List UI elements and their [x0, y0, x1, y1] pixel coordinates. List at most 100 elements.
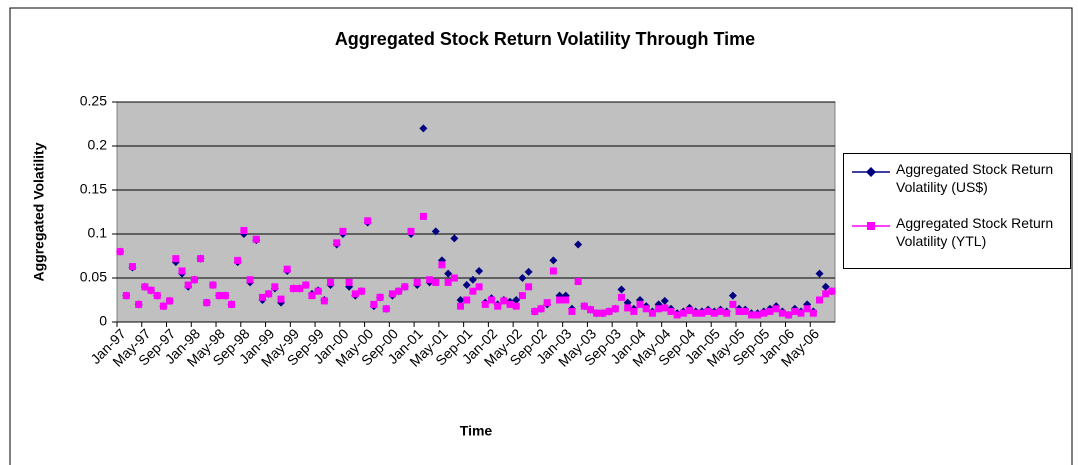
- data-point: [203, 299, 211, 307]
- data-point: [648, 309, 656, 317]
- data-point: [128, 263, 136, 271]
- data-point: [252, 235, 260, 243]
- data-point: [716, 307, 724, 315]
- data-point: [574, 240, 583, 249]
- data-point: [797, 309, 805, 317]
- data-point: [754, 311, 762, 319]
- data-point: [537, 305, 545, 313]
- data-point: [549, 256, 558, 265]
- data-point: [265, 290, 273, 298]
- data-point: [450, 274, 458, 282]
- data-point: [456, 296, 465, 304]
- data-point: [531, 307, 539, 315]
- data-point: [431, 227, 440, 236]
- data-point: [785, 311, 793, 319]
- data-point: [624, 304, 632, 312]
- data-point: [475, 266, 484, 275]
- data-point: [468, 275, 477, 284]
- data-point: [728, 291, 737, 300]
- y-tick-label: 0.15: [80, 181, 107, 197]
- data-point: [556, 296, 564, 304]
- data-point: [153, 292, 161, 300]
- legend-label: Aggregated Stock Return Volatility (YTL): [896, 215, 1054, 249]
- y-axis-label: Aggregated Volatility: [31, 142, 47, 281]
- data-point: [686, 307, 694, 315]
- data-point: [419, 212, 427, 220]
- data-point: [518, 274, 527, 282]
- data-point: [228, 300, 236, 308]
- data-point: [822, 290, 830, 298]
- data-point: [283, 265, 291, 273]
- data-point: [704, 307, 712, 315]
- data-point: [747, 311, 755, 319]
- data-point: [698, 309, 706, 317]
- data-point: [679, 309, 687, 317]
- data-point: [296, 285, 304, 293]
- data-point: [141, 283, 149, 291]
- data-point: [803, 305, 811, 313]
- data-point: [147, 286, 155, 294]
- data-point: [258, 293, 266, 301]
- data-point: [815, 269, 824, 278]
- data-point: [438, 261, 446, 269]
- data-point: [166, 297, 174, 305]
- data-point: [524, 267, 533, 276]
- y-tick-label: 0.05: [80, 269, 107, 285]
- data-point: [357, 287, 365, 295]
- data-point: [462, 281, 471, 290]
- data-point: [518, 292, 526, 300]
- data-point: [197, 255, 205, 263]
- data-point: [617, 285, 626, 294]
- data-point: [135, 300, 143, 308]
- data-point: [159, 302, 167, 310]
- y-tick-label: 0.25: [80, 93, 107, 109]
- data-point: [116, 248, 124, 256]
- data-point: [729, 300, 737, 308]
- data-point: [172, 255, 180, 263]
- data-point: [772, 305, 780, 313]
- data-point: [333, 239, 341, 247]
- data-point: [766, 307, 774, 315]
- data-point: [562, 296, 570, 304]
- data-point: [611, 305, 619, 313]
- data-point: [828, 287, 836, 295]
- data-point: [320, 297, 328, 305]
- data-point: [630, 307, 638, 315]
- data-point: [345, 278, 353, 286]
- data-point: [419, 124, 428, 133]
- data-point: [407, 227, 415, 235]
- data-point: [574, 278, 582, 286]
- data-point: [444, 269, 453, 278]
- data-point: [444, 278, 452, 286]
- data-point: [277, 295, 285, 303]
- data-point: [791, 307, 799, 315]
- data-point: [500, 297, 508, 305]
- data-point: [376, 293, 384, 301]
- data-point: [388, 290, 396, 298]
- data-point: [599, 309, 607, 317]
- data-point: [351, 290, 359, 298]
- legend-label: Aggregated Stock Return Volatility (US$): [896, 161, 1054, 195]
- data-point: [487, 296, 495, 304]
- data-point: [271, 283, 279, 291]
- y-tick-label: 0: [99, 313, 107, 329]
- data-point: [605, 307, 613, 315]
- data-point: [506, 300, 514, 308]
- data-point: [760, 309, 768, 317]
- data-point: [209, 281, 217, 289]
- chart-title: Aggregated Stock Return Volatility Throu…: [335, 29, 755, 49]
- data-point: [636, 300, 644, 308]
- data-point: [778, 309, 786, 317]
- data-point: [525, 283, 533, 291]
- data-point: [314, 287, 322, 295]
- data-point: [741, 307, 749, 315]
- legend-marker: [866, 167, 876, 177]
- data-point: [221, 292, 229, 300]
- data-point: [463, 296, 471, 304]
- data-point: [816, 296, 824, 304]
- data-point: [370, 300, 378, 308]
- data-point: [587, 306, 595, 314]
- y-tick-label: 0.2: [88, 137, 108, 153]
- data-point: [580, 302, 588, 310]
